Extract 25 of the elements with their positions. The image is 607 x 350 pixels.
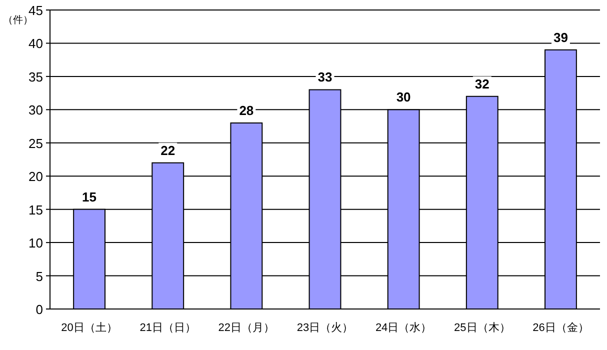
x-tick-label: 26日（金） [532,322,589,334]
data-label: 33 [318,70,332,85]
data-label: 39 [553,30,568,45]
x-tick-label: 22日（月） [218,322,275,334]
y-tick-label: 5 [36,268,43,284]
y-tick-label: 25 [28,136,43,151]
y-tick-label: 15 [28,202,43,218]
data-label: 32 [474,76,490,92]
y-tick-label: 35 [28,69,43,84]
x-tick-label: 24日（水） [375,321,432,334]
data-label: 28 [239,102,254,118]
x-tick-label: 20日（土） [61,321,118,334]
data-label: 30 [396,90,411,105]
y-tick-label: 30 [28,102,43,118]
data-label: 22 [160,142,176,158]
data-label: 15 [82,189,97,204]
y-tick-label: 40 [28,36,43,52]
x-tick-label: 23日（火） [296,321,354,334]
y-axis-title: （件） [3,15,33,26]
y-tick-label: 20 [28,169,43,184]
x-tick-label: 21日（日） [140,322,196,334]
y-tick-label: 10 [28,236,43,251]
x-tick-label: 25日（木） [454,321,510,334]
y-tick-label: 0 [36,302,43,317]
y-tick-label: 45 [28,3,43,18]
